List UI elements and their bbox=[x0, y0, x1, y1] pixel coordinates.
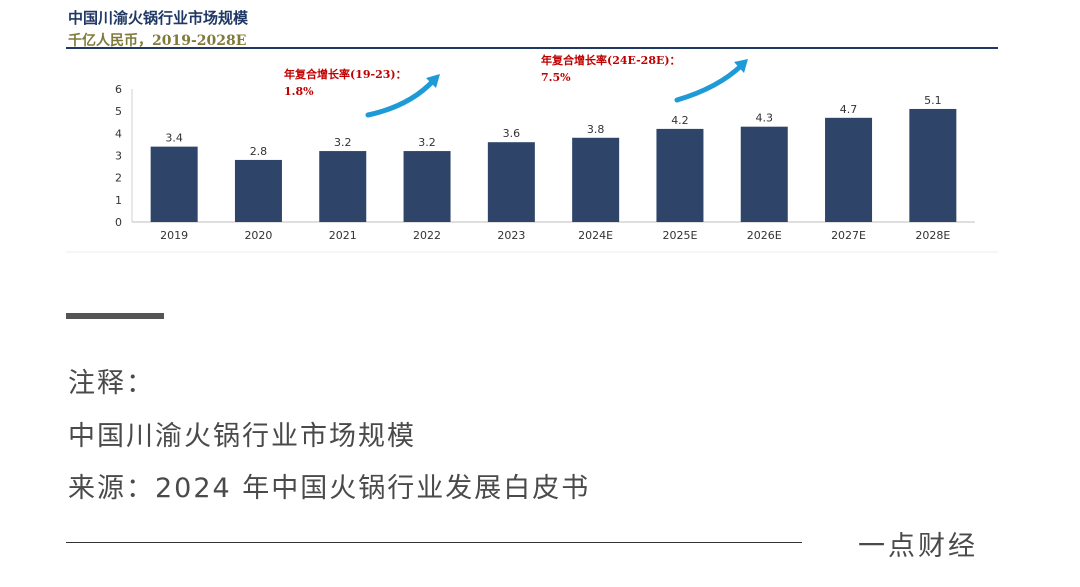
growth-arrow-head-icon bbox=[734, 59, 748, 73]
bar-value-label: 2.8 bbox=[250, 145, 268, 158]
notes-source: 来源：2024 年中国火锅行业发展白皮书 bbox=[68, 473, 591, 504]
chart-subtitle: 千亿人民币，2019-2028E bbox=[68, 33, 247, 49]
bar bbox=[234, 159, 282, 222]
bar-value-label: 4.2 bbox=[671, 114, 689, 127]
bar bbox=[572, 137, 620, 222]
y-tick-label: 1 bbox=[115, 194, 122, 207]
bar bbox=[825, 117, 873, 222]
bar bbox=[487, 142, 535, 222]
bar bbox=[150, 146, 198, 222]
y-tick-label: 3 bbox=[115, 150, 122, 163]
x-tick-label: 2025E bbox=[662, 229, 697, 242]
bar-value-label: 4.7 bbox=[840, 103, 858, 116]
bar-value-label: 3.4 bbox=[165, 132, 183, 145]
x-tick-label: 2021 bbox=[329, 229, 357, 242]
bar bbox=[656, 128, 704, 222]
x-tick-label: 2028E bbox=[915, 229, 950, 242]
bar-value-label: 3.6 bbox=[503, 127, 521, 140]
cagr-annotation-value: 7.5% bbox=[541, 71, 571, 84]
bar bbox=[909, 108, 957, 222]
x-tick-label: 2019 bbox=[160, 229, 188, 242]
bar-chart: 0 1 2 3 4 5 6 3.4 2019 2.8 2020 3.2 2021 3.2 2022 3.6 20… bbox=[66, 53, 998, 253]
x-tick-label: 2024E bbox=[578, 229, 613, 242]
x-tick-label: 2026E bbox=[747, 229, 782, 242]
cagr-annotation-label: 年复合增长率(24E-28E)： bbox=[541, 53, 681, 67]
notes-heading: 注释： bbox=[68, 368, 155, 399]
chart-title: 中国川渝火锅行业市场规模 bbox=[68, 9, 249, 27]
cagr-annotation-label: 年复合增长率(19-23)： bbox=[284, 67, 407, 81]
y-tick-label: 4 bbox=[115, 127, 122, 140]
bar-value-label: 5.1 bbox=[924, 94, 942, 107]
x-tick-label: 2022 bbox=[413, 229, 441, 242]
y-tick-label: 0 bbox=[115, 216, 122, 229]
x-tick-label: 2020 bbox=[244, 229, 272, 242]
growth-arrow-head-icon bbox=[426, 74, 440, 88]
bar bbox=[403, 151, 451, 222]
bar-value-label: 3.2 bbox=[334, 136, 352, 149]
y-tick-label: 6 bbox=[115, 83, 122, 96]
growth-arrow-icon bbox=[365, 77, 437, 118]
bar-value-label: 3.8 bbox=[587, 123, 605, 136]
bar-value-label: 4.3 bbox=[756, 112, 774, 125]
y-tick-label: 2 bbox=[115, 172, 122, 185]
y-tick-label: 5 bbox=[115, 105, 122, 118]
notes-description: 中国川渝火锅行业市场规模 bbox=[68, 421, 416, 452]
notes-accent-bar bbox=[66, 313, 164, 319]
growth-arrow-icon bbox=[674, 62, 745, 103]
bar bbox=[319, 151, 367, 222]
bar-value-label: 3.2 bbox=[418, 136, 436, 149]
footer-divider bbox=[66, 542, 802, 543]
footer-brand: 一点财经 bbox=[858, 531, 978, 562]
bar bbox=[740, 126, 788, 222]
title-divider bbox=[66, 47, 998, 49]
x-tick-label: 2027E bbox=[831, 229, 866, 242]
cagr-annotation-value: 1.8% bbox=[284, 85, 314, 98]
x-tick-label: 2023 bbox=[497, 229, 525, 242]
